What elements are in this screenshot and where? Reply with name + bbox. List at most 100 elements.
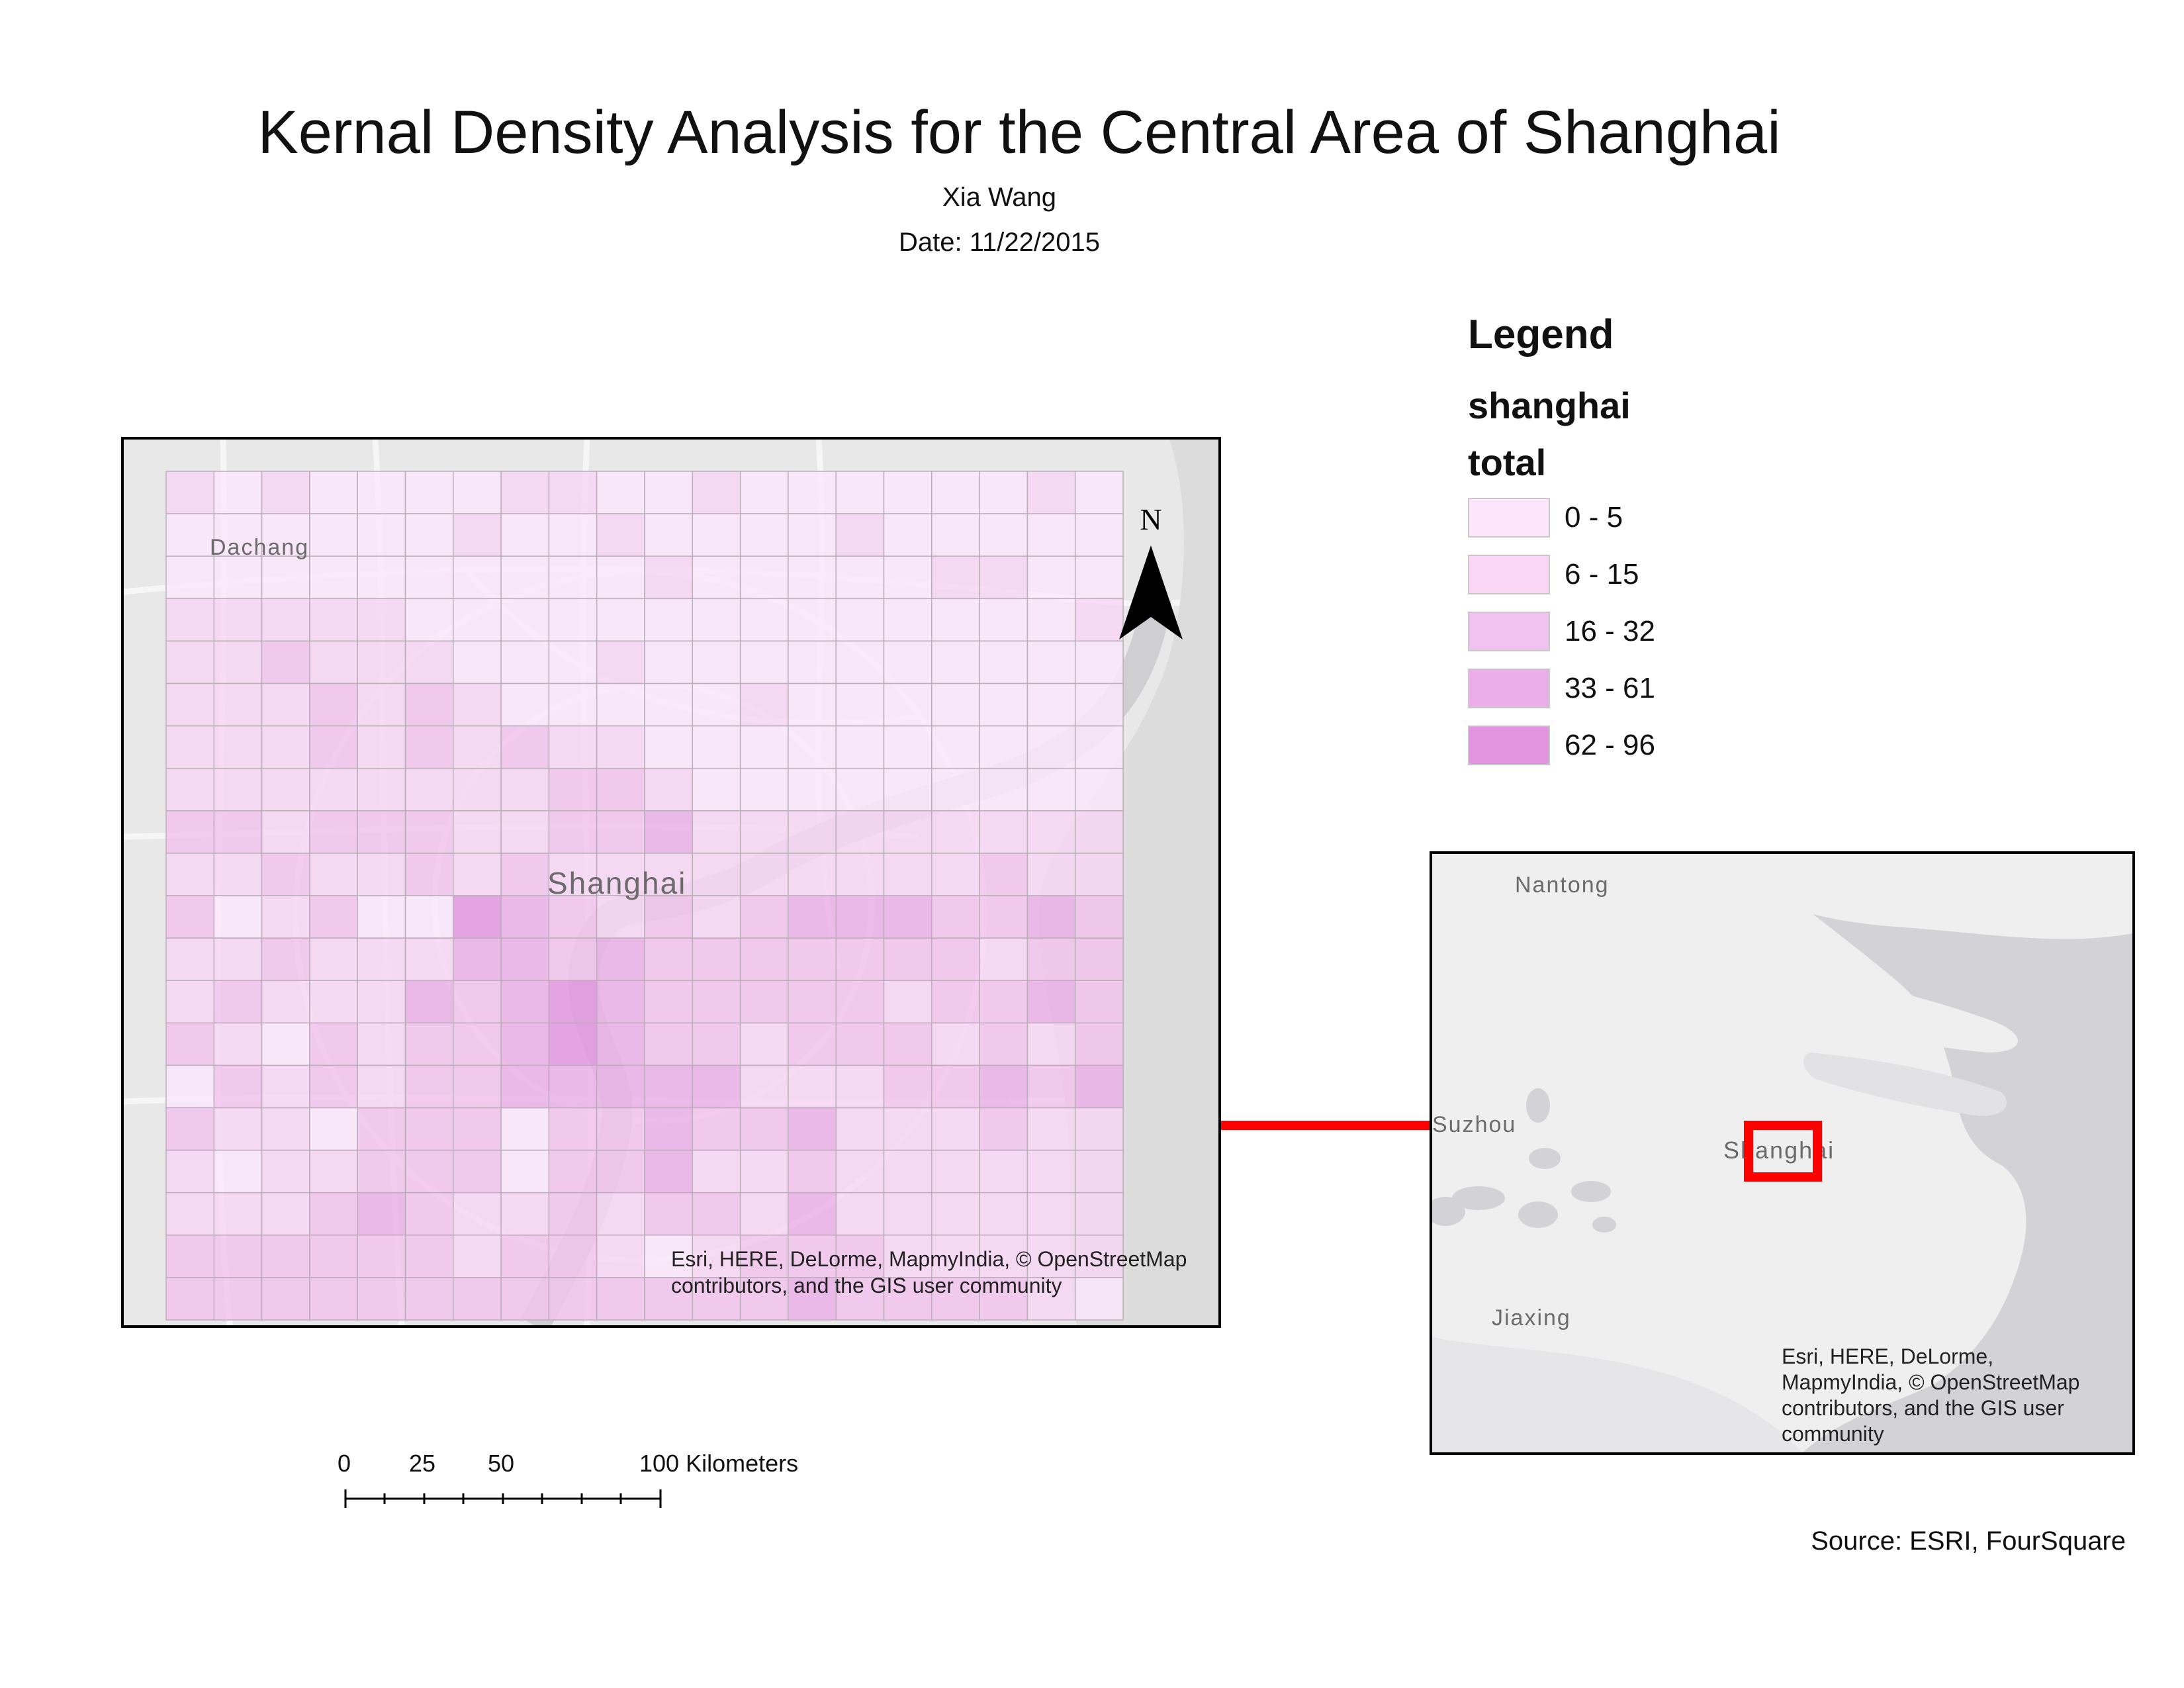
density-cell [644,1277,694,1321]
map-author: Xia Wang [942,183,1056,212]
density-cell [931,1022,980,1066]
density-cell [309,853,358,896]
density-cell [165,1022,215,1066]
density-cell [692,767,741,812]
density-cell [1026,980,1076,1024]
density-cell [548,1235,598,1278]
density-cell [261,471,310,514]
density-cell [453,1192,502,1236]
density-cell [739,640,789,684]
density-cell [404,937,454,981]
density-cell [309,682,358,727]
density-cell [404,471,454,514]
inset-map-frame[interactable]: Nantong Suzhou Shanghai Jiaxing [1430,851,2135,1455]
density-cell [404,555,454,600]
density-cell [309,471,358,514]
density-cell [644,1022,694,1066]
density-cell [835,1064,885,1109]
density-cell [739,895,789,939]
density-cell [309,1022,358,1066]
main-credit-line-2: contributors, and the GIS user community [671,1274,1062,1297]
density-cell [788,810,837,854]
density-cell [596,895,645,939]
density-cell [1026,1235,1076,1278]
density-cell [596,471,645,514]
density-cell [548,513,598,557]
density-cell [404,853,454,896]
density-cell [596,767,645,812]
scale-label-50: 50 [488,1450,515,1477]
density-cell [548,1277,598,1321]
density-cell [1074,895,1124,939]
density-cell [1026,513,1076,557]
density-cell [644,640,694,684]
density-cell [979,682,1028,727]
density-cell [213,1107,263,1151]
inset-label-jiaxing: Jiaxing [1492,1305,1571,1331]
density-cell [739,471,789,514]
density-cell [357,1064,406,1109]
density-cell [835,682,885,727]
density-cell [931,725,980,769]
density-cell [788,1064,837,1109]
density-cell [1026,555,1076,600]
density-cell [357,1235,406,1278]
density-cell [261,895,310,939]
density-cell [1074,853,1124,896]
density-cell [404,1192,454,1236]
density-cell [357,1192,406,1236]
density-cell [165,1149,215,1194]
density-cell [979,810,1028,854]
density-cell [453,1277,502,1321]
density-cell [835,598,885,642]
density-cell [357,725,406,769]
density-cell [596,1235,645,1278]
density-cell [788,725,837,769]
density-cell [548,895,598,939]
density-cell [404,1107,454,1151]
density-cell [1026,1149,1076,1194]
density-cell [835,1149,885,1194]
density-cell [453,471,502,514]
density-cell [261,1277,310,1321]
density-cell [357,980,406,1024]
density-cell [453,1149,502,1194]
density-cell [165,895,215,939]
density-cell [357,598,406,642]
density-cell [261,555,310,600]
density-cell [165,980,215,1024]
density-cell [692,1235,741,1278]
density-cell [453,937,502,981]
density-cell [979,555,1028,600]
density-cell [213,1235,263,1278]
density-cell [739,1149,789,1194]
density-cell [357,640,406,684]
density-cell [165,682,215,727]
density-cell [404,1277,454,1321]
density-cell [404,1064,454,1109]
density-cell [1026,810,1076,854]
density-cell [931,1064,980,1109]
density-cell [500,980,550,1024]
density-cell [931,895,980,939]
density-cell [835,767,885,812]
legend-class-label: 16 - 32 [1565,615,1655,647]
place-label-dachang: Dachang [210,535,309,560]
density-cell [404,980,454,1024]
density-cell [596,1192,645,1236]
density-cell [1074,1149,1124,1194]
main-map-frame[interactable]: Dachang Shanghai N [121,437,1221,1328]
density-cell [500,1149,550,1194]
density-cell [357,1277,406,1321]
density-cell [404,1149,454,1194]
density-cell [548,555,598,600]
density-cell [309,640,358,684]
density-cell [1026,682,1076,727]
density-cell [739,767,789,812]
density-cell [644,682,694,727]
density-cell [357,937,406,981]
place-label-shanghai: Shanghai [547,866,686,900]
density-cell [883,513,933,557]
density-cell [644,1107,694,1151]
legend-class-5: 62 - 96 [1468,724,1655,767]
